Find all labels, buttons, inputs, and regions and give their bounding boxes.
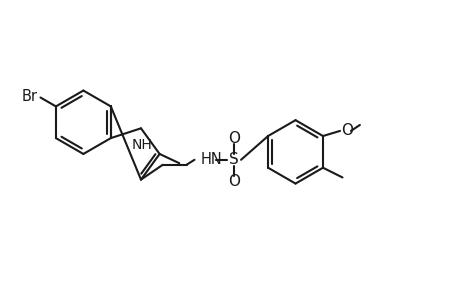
Text: NH: NH	[131, 138, 152, 152]
Text: Br: Br	[22, 89, 38, 104]
Text: O: O	[228, 174, 240, 189]
Text: O: O	[228, 130, 240, 146]
Text: S: S	[229, 152, 239, 167]
Text: O: O	[340, 123, 352, 138]
Text: HN: HN	[200, 152, 222, 167]
